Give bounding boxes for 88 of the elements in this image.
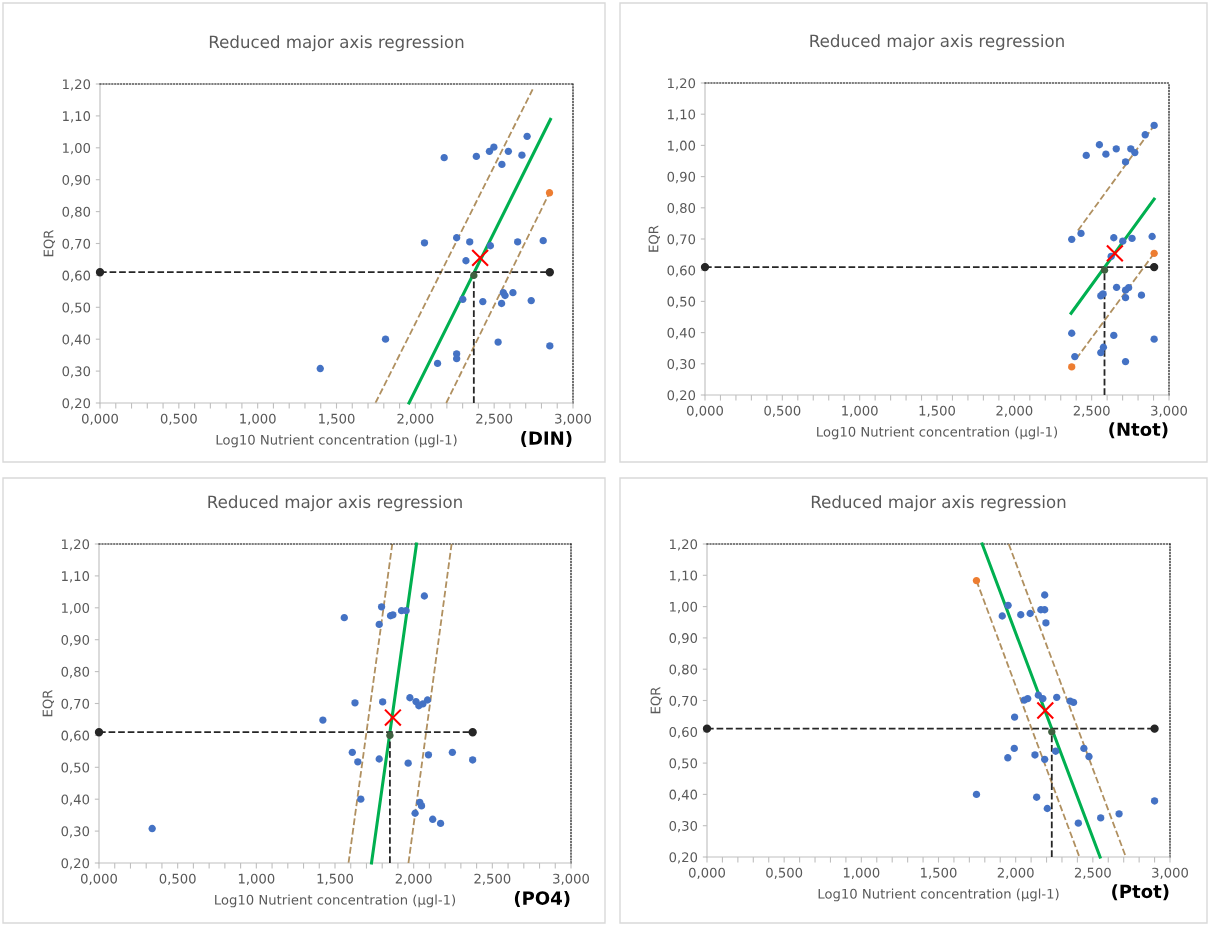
y-tick-label: 0,70 — [61, 698, 90, 711]
x-tick-label: 1,500 — [317, 873, 354, 885]
x-tick-label: 0,000 — [686, 405, 724, 417]
x-tick-label: 0,500 — [764, 405, 801, 417]
text: (Ntot) — [1109, 422, 1168, 439]
y-tick-label: 1,10 — [668, 109, 696, 121]
y-tick-label: 0,20 — [667, 390, 696, 402]
x-tick-label: 0,000 — [80, 873, 118, 885]
x-tick-label: 2,000 — [997, 867, 1034, 879]
y-tick-label: 0,40 — [669, 789, 698, 801]
text: (PO4) — [514, 890, 570, 908]
y-tick-label: 1,20 — [668, 78, 696, 90]
x-tick-label: 2,500 — [476, 413, 513, 425]
y-tick-label: 1,10 — [63, 111, 91, 123]
x-axis-title: Log10 Nutrient concentration (µgl-1) — [817, 426, 1058, 440]
y-tick-label: 0,40 — [61, 794, 90, 806]
y-tick-label: 1,10 — [670, 570, 698, 582]
chart-title: Reduced major axis regression — [811, 495, 1066, 512]
x-axis-title: Log10 Nutrient concentration (µgl-1) — [818, 888, 1059, 902]
x-tick-label: 0,500 — [159, 873, 196, 885]
x-tick-label: 0,000 — [688, 867, 726, 879]
y-tick-label: 0,80 — [667, 203, 696, 215]
y-tick-label: 0,60 — [669, 727, 698, 739]
y-axis-title: EQR — [43, 229, 55, 257]
x-tick-label: 0,500 — [766, 867, 803, 879]
x-tick-label: 1,500 — [921, 867, 957, 879]
y-tick-label: 0,90 — [61, 634, 90, 647]
y-tick-label: 0,50 — [669, 758, 698, 770]
x-tick-label: 0,000 — [81, 413, 119, 425]
x-tick-label: 1,000 — [238, 873, 275, 885]
y-tick-label: 0,60 — [667, 265, 696, 277]
y-tick-label: 0,80 — [669, 664, 698, 676]
y-axis-title: EQR — [648, 225, 660, 252]
y-tick-label: 0,50 — [61, 762, 90, 774]
y-tick-label: 0,50 — [667, 296, 696, 308]
chart-title: Reduced major axis regression — [209, 35, 464, 52]
y-tick-label: 1,20 — [62, 539, 90, 551]
x-tick-label: 2,000 — [397, 413, 434, 425]
x-tick-label: 3,000 — [553, 873, 590, 885]
x-tick-label: 3,000 — [555, 413, 592, 425]
y-tick-label: 0,20 — [61, 858, 90, 870]
x-axis-title: Log10 Nutrient concentration (µgl-1) — [215, 894, 456, 908]
y-tick-label: 0,60 — [62, 270, 91, 282]
y-tick-label: 0,30 — [62, 366, 91, 378]
x-tick-label: 2,500 — [1073, 405, 1110, 417]
y-tick-label: 0,20 — [669, 852, 698, 864]
y-tick-label: 1,00 — [668, 140, 696, 152]
y-tick-label: 0,50 — [62, 302, 91, 314]
x-tick-label: 1,000 — [842, 405, 878, 417]
y-tick-label: 0,90 — [669, 633, 698, 645]
y-tick-label: 1,20 — [670, 539, 698, 551]
text: (Ptot) — [1112, 884, 1169, 901]
y-tick-label: 1,00 — [62, 603, 90, 615]
x-tick-label: 1,500 — [319, 413, 355, 425]
y-tick-label: 1,20 — [63, 79, 91, 91]
x-tick-label: 3,000 — [1152, 867, 1189, 879]
y-tick-label: 0,40 — [667, 327, 696, 340]
x-tick-label: 1,000 — [843, 867, 880, 879]
x-tick-label: 0,500 — [160, 413, 197, 425]
y-tick-label: 1,00 — [670, 601, 698, 614]
x-tick-label: 3,000 — [1151, 405, 1188, 417]
y-tick-label: 0,30 — [61, 826, 90, 838]
y-tick-label: 0,30 — [669, 820, 698, 833]
y-tick-label: 0,90 — [62, 174, 91, 187]
y-tick-label: 0,70 — [62, 238, 91, 251]
y-tick-label: 1,10 — [62, 571, 90, 583]
y-tick-label: 0,90 — [667, 171, 696, 184]
y-tick-label: 0,30 — [667, 359, 696, 371]
text: (DIN) — [521, 430, 572, 448]
y-tick-label: 0,60 — [61, 730, 90, 742]
y-tick-label: 0,20 — [62, 398, 91, 410]
y-tick-label: 0,40 — [62, 334, 91, 346]
x-tick-label: 2,500 — [474, 873, 511, 885]
x-axis-title: Log10 Nutrient concentration (µgl-1) — [216, 434, 457, 448]
y-tick-label: 0,80 — [62, 206, 91, 219]
chart-title: Reduced major axis regression — [810, 34, 1064, 51]
x-tick-label: 1,000 — [240, 413, 276, 425]
x-tick-label: 2,000 — [996, 405, 1033, 417]
y-axis-title: EQR — [42, 689, 54, 717]
x-tick-label: 2,000 — [395, 873, 432, 885]
y-tick-label: 0,80 — [61, 666, 90, 679]
y-tick-label: 0,70 — [669, 695, 698, 708]
y-tick-label: 0,70 — [667, 234, 696, 246]
y-axis-title: EQR — [650, 686, 662, 714]
y-tick-label: 1,00 — [63, 143, 91, 155]
x-tick-label: 1,500 — [919, 405, 956, 417]
chart-title: Reduced major axis regression — [208, 495, 462, 512]
x-tick-label: 2,500 — [1074, 867, 1111, 879]
